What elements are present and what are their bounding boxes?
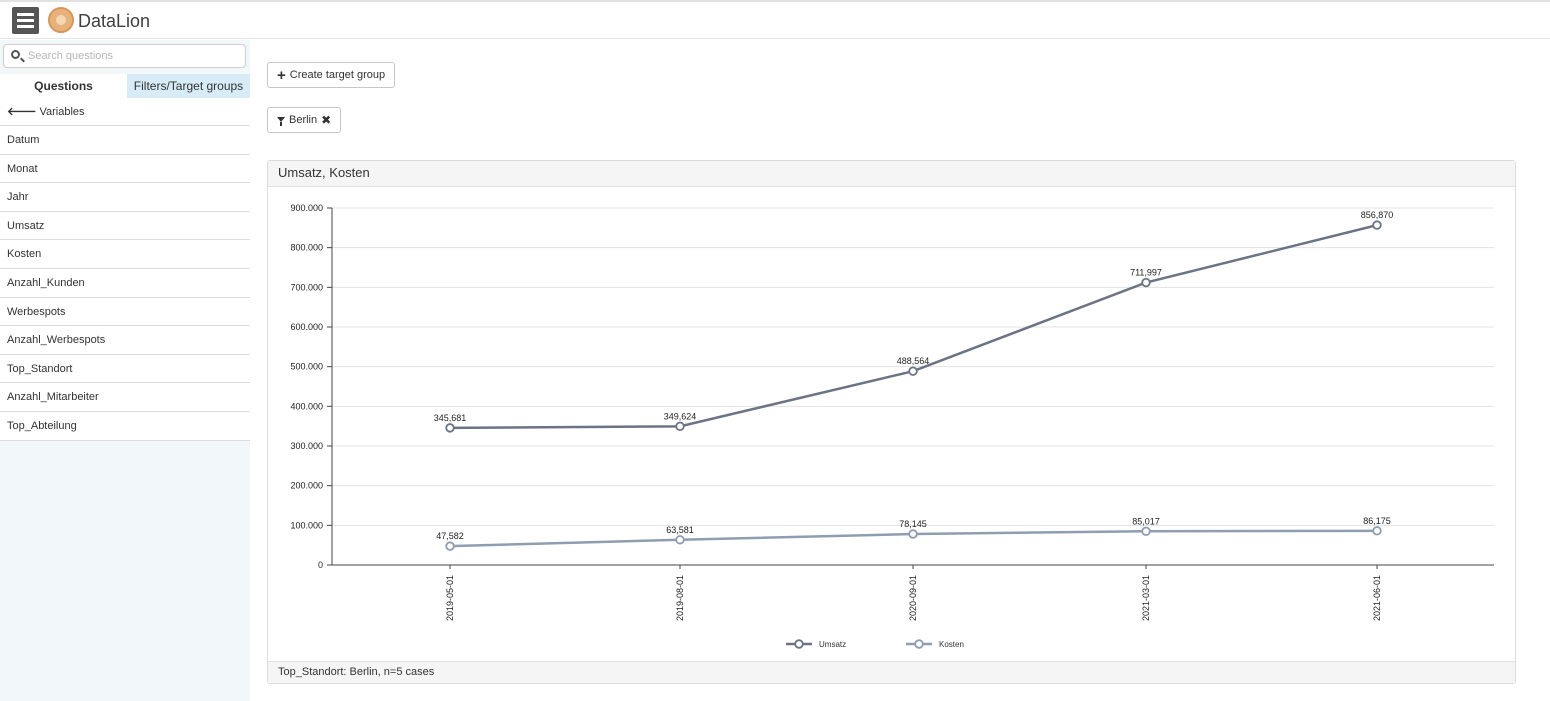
list-item[interactable]: Monat [0,154,250,184]
create-target-group-label: Create target group [289,69,386,81]
x-tick-label: 2021-06-01 [1372,575,1382,621]
y-tick-label: 100.000 [290,520,323,530]
panel-footer: Top_Standort: Berlin, n=5 cases [268,661,1515,683]
data-point [445,423,455,433]
y-tick-label: 0 [318,560,323,570]
data-label: 63,581 [666,525,694,535]
lion-logo-icon [48,7,74,33]
app-title: DataLion [78,11,151,31]
series-line-umsatz [449,223,1378,430]
y-tick-label: 300.000 [290,441,323,451]
x-tick-label: 2019-05-01 [445,575,455,621]
variables-back-link[interactable]: 🡐 Variables [0,98,250,126]
data-label: 47,582 [436,531,464,541]
search-box [3,44,246,68]
y-tick-label: 600.000 [290,322,323,332]
sidebar-tabs: Questions Filters/Target groups [0,74,250,98]
data-point [1141,277,1151,288]
sidebar: Questions Filters/Target groups 🡐Variabl… [0,40,250,701]
x-tick-label: 2019-08-01 [675,575,685,621]
data-point [1372,526,1382,536]
data-point [908,529,918,539]
line-chart: 0 100.000 200.000 300.000 400.000 500.000 600.… [290,203,1494,649]
data-point [445,541,455,551]
variable-list: 🡐 Variables Datum Monat Jahr Umsatz Koste… [0,98,250,441]
top-border [0,0,1550,2]
list-item[interactable]: Anzahl_Werbespots [0,326,250,355]
data-point [675,421,685,432]
hamburger-menu-icon[interactable] [12,7,39,34]
search-input[interactable] [28,48,240,64]
data-label: 78,145 [899,519,927,529]
list-item[interactable]: Werbespots [0,297,250,327]
filter-icon [277,116,285,126]
app-header: DataLion [0,2,1550,39]
chart-panel: Umsatz, Kosten 0 100.000 200.000 300.000 400… [267,160,1516,684]
y-tick-label: 200.000 [290,481,323,491]
data-label: 488,564 [897,356,930,366]
legend-marker [914,639,924,649]
list-item[interactable]: Top_Abteilung [0,411,250,441]
data-label: 85,017 [1132,516,1160,526]
arrow-left-icon: 🡐 [7,106,37,118]
data-label: 86,175 [1363,516,1391,526]
variables-back-label: Variables [39,106,85,118]
data-label: 711,997 [1130,268,1162,278]
filter-chip-label: Berlin [289,114,318,126]
list-item[interactable]: Umsatz [0,211,250,241]
list-item[interactable]: Kosten [0,240,250,269]
x-tick-label: 2020-09-01 [908,575,918,621]
panel-title: Umsatz, Kosten [268,161,1515,187]
list-item[interactable]: Jahr [0,183,250,212]
list-item[interactable]: Anzahl_Mitarbeiter [0,383,250,412]
x-tick-label: 2021-03-01 [1141,575,1151,621]
data-point [675,535,685,545]
y-tick-label: 500.000 [290,362,323,372]
berlin-filter-chip[interactable]: Berlin ✖ [267,107,342,133]
y-tick-label: 700.000 [290,282,323,292]
y-tick-label: 800.000 [290,243,323,253]
list-item[interactable]: Anzahl_Kunden [0,268,250,298]
y-tick-label: 900.000 [290,203,323,213]
data-point [1141,526,1151,536]
legend-entry: Umsatz [819,640,846,649]
y-tick-label: 400.000 [290,401,323,411]
list-item[interactable]: Datum [0,126,250,155]
tab-filters-target-groups[interactable]: Filters/Target groups [127,74,250,98]
data-point [1372,220,1382,230]
legend-marker [794,639,804,649]
create-target-group-button[interactable]: + Create target group [267,62,396,88]
search-icon [11,50,20,59]
data-label: 856,870 [1361,210,1394,220]
list-item[interactable]: Top_Standort [0,354,250,384]
legend-entry: Kosten [939,640,964,649]
data-point [908,366,918,376]
data-label: 349,624 [664,411,697,421]
close-icon[interactable]: ✖ [321,113,332,127]
tab-questions[interactable]: Questions [0,74,127,98]
plus-icon: + [277,66,286,84]
data-label: 345,681 [434,413,467,423]
